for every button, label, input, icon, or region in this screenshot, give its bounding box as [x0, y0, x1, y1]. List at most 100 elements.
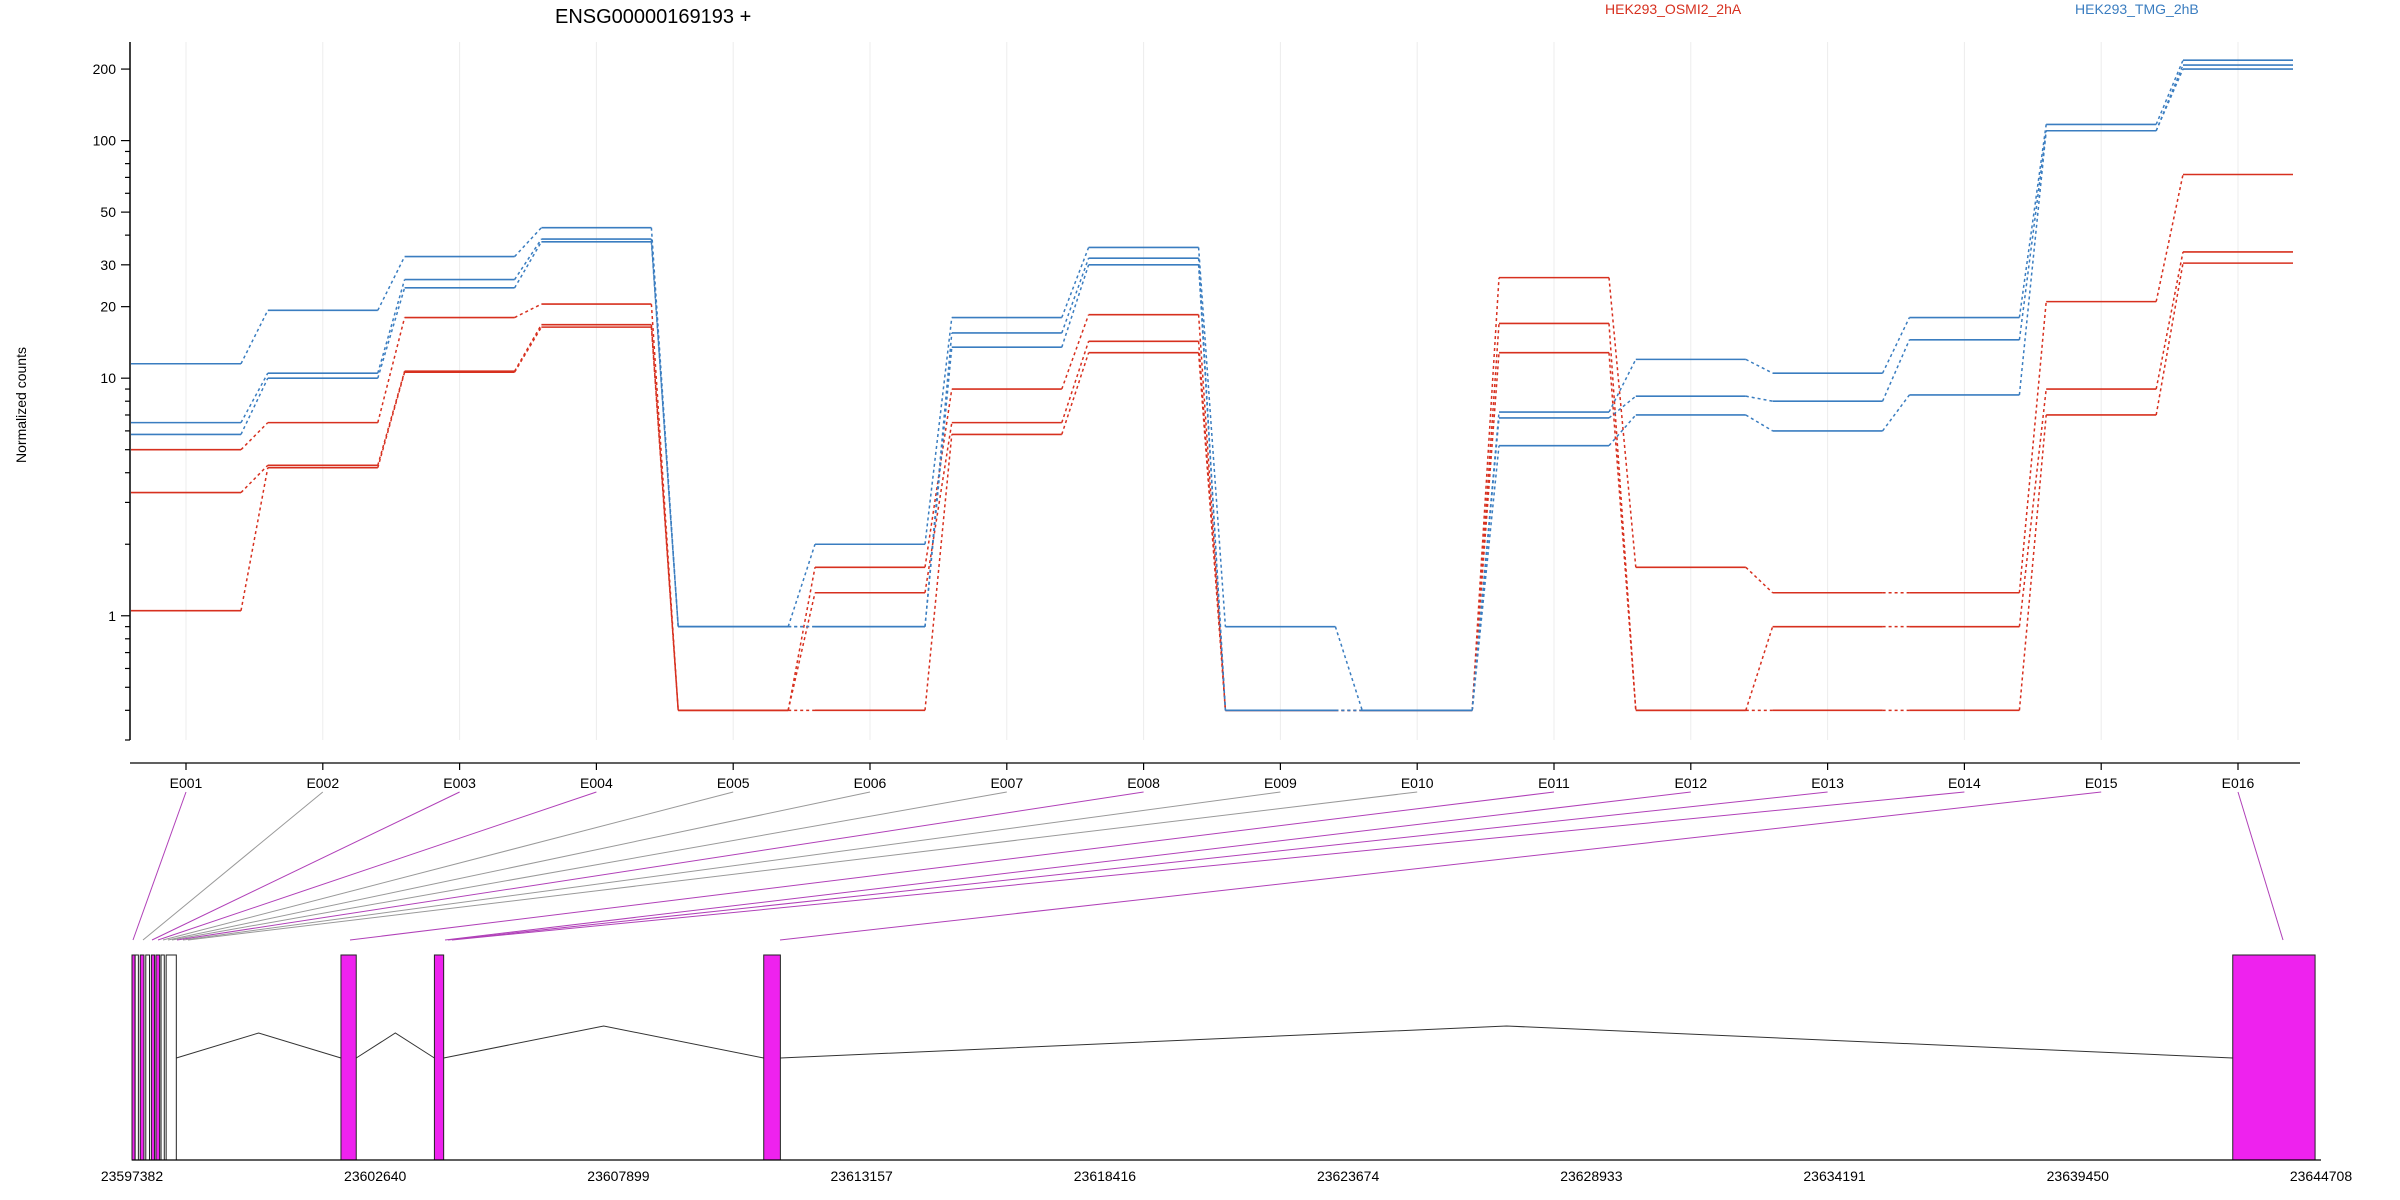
exon-box [139, 954, 145, 1161]
y-tick-label: 50 [100, 204, 116, 220]
y-tick-label: 20 [100, 299, 116, 315]
legend-label-tmg: HEK293_TMG_2hB [2075, 1, 2199, 17]
exon-connector [162, 791, 734, 941]
series-connector [514, 227, 542, 258]
genome-tick-label: 23644708 [2290, 1168, 2353, 1184]
exon-box [131, 954, 136, 1161]
series-connector [1061, 247, 1090, 318]
series-connector [240, 464, 269, 494]
exon-box [150, 954, 156, 1161]
series-connector [1471, 352, 1500, 711]
series-connector [1745, 395, 1773, 402]
exon-connectors [132, 791, 2284, 941]
series-HEK293_OSMI2_2hA [131, 173, 2293, 712]
series-connector [1745, 566, 1774, 594]
series-connector [2155, 64, 2184, 132]
series-connector [2155, 59, 2184, 125]
series-connector [924, 388, 953, 568]
legend-label-osmi2: HEK293_OSMI2_2hA [1605, 1, 1742, 17]
series-connector [650, 239, 679, 627]
exon-box [145, 954, 150, 1161]
exon-connector [2237, 791, 2284, 941]
series-connector [650, 324, 679, 711]
genome-tick-label: 23613157 [831, 1168, 894, 1184]
series-connector [787, 544, 816, 627]
series-connector [1061, 341, 1090, 423]
series-replicate [131, 68, 2293, 712]
exon-box [2232, 954, 2316, 1161]
x-tick-label: E014 [1948, 775, 1981, 791]
y-tick-label: 100 [93, 133, 117, 149]
y-tick-label: 1 [108, 608, 116, 624]
series-connector [1471, 445, 1500, 711]
series-connector [650, 304, 679, 711]
series-connector [2155, 68, 2184, 132]
series-connector [1197, 264, 1227, 711]
series-connector [513, 324, 543, 372]
genome-tick-label: 23628933 [1560, 1168, 1623, 1184]
series-connector [1061, 352, 1090, 435]
y-tick-label: 30 [100, 257, 116, 273]
series-connector [1471, 277, 1500, 711]
series-connector [2155, 174, 2184, 302]
series-connector [377, 370, 406, 466]
exon-connector [451, 791, 1965, 941]
series-connector [1197, 247, 1227, 627]
series-connector [1471, 323, 1500, 711]
series-connector [924, 317, 953, 545]
series-connector [513, 326, 543, 373]
intron-line [176, 1032, 342, 1059]
exon-box [155, 954, 161, 1161]
exon-connector [132, 791, 187, 941]
series-connector [377, 371, 406, 468]
exon-box [433, 954, 445, 1161]
x-tick-label: E012 [1674, 775, 1707, 791]
series-connector [514, 303, 542, 319]
series-connector [787, 592, 816, 711]
series-connector [1608, 359, 1637, 413]
axes: 1 10 20 30 50 100 200 E001 E002 E003 E004 E005 E006 E… [93, 42, 2300, 791]
gene-model: 23597382 23602640 23607899 23613157 23618416… [101, 954, 2353, 1184]
series-connector [240, 372, 269, 423]
series-connector [1608, 323, 1637, 711]
intron-line [355, 1032, 435, 1059]
exon-connector [182, 791, 1281, 941]
x-tick-label: E008 [1127, 775, 1160, 791]
series-connector [924, 434, 953, 711]
genome-tick-label: 23602640 [344, 1168, 407, 1184]
series-connector [2018, 124, 2047, 318]
y-axis-label: Normalized counts [13, 347, 29, 463]
series-connector [240, 310, 269, 365]
series-connector [1881, 339, 1911, 402]
exon-connector [447, 791, 1828, 941]
series-connector [787, 567, 816, 711]
exon-box [340, 954, 357, 1161]
series-connector [240, 422, 269, 451]
x-tick-label: E006 [854, 775, 887, 791]
series-connector [1608, 414, 1637, 447]
exon-connector [779, 791, 2102, 941]
series-connector [513, 238, 543, 281]
exon-connector [157, 791, 597, 941]
x-tick-label: E004 [580, 775, 613, 791]
series-connector [924, 347, 953, 627]
series-connector [1061, 257, 1090, 334]
x-tick-label: E007 [990, 775, 1023, 791]
y-tick-label: 200 [93, 61, 117, 77]
series-connector [650, 241, 679, 627]
series-connector [1881, 317, 1911, 374]
series-connector [240, 467, 269, 611]
series-connector [377, 279, 406, 374]
series-connector [240, 377, 269, 435]
genome-tick-label: 23607899 [587, 1168, 650, 1184]
series-connector [1745, 414, 1773, 432]
series-connector [2018, 301, 2047, 593]
x-tick-label: E009 [1264, 775, 1297, 791]
x-tick-label: E010 [1401, 775, 1434, 791]
series-connector [2155, 251, 2184, 390]
series-connector [2018, 130, 2047, 340]
series-connector [2018, 388, 2047, 627]
x-tick-label: E003 [443, 775, 476, 791]
series-connector [1608, 277, 1637, 568]
